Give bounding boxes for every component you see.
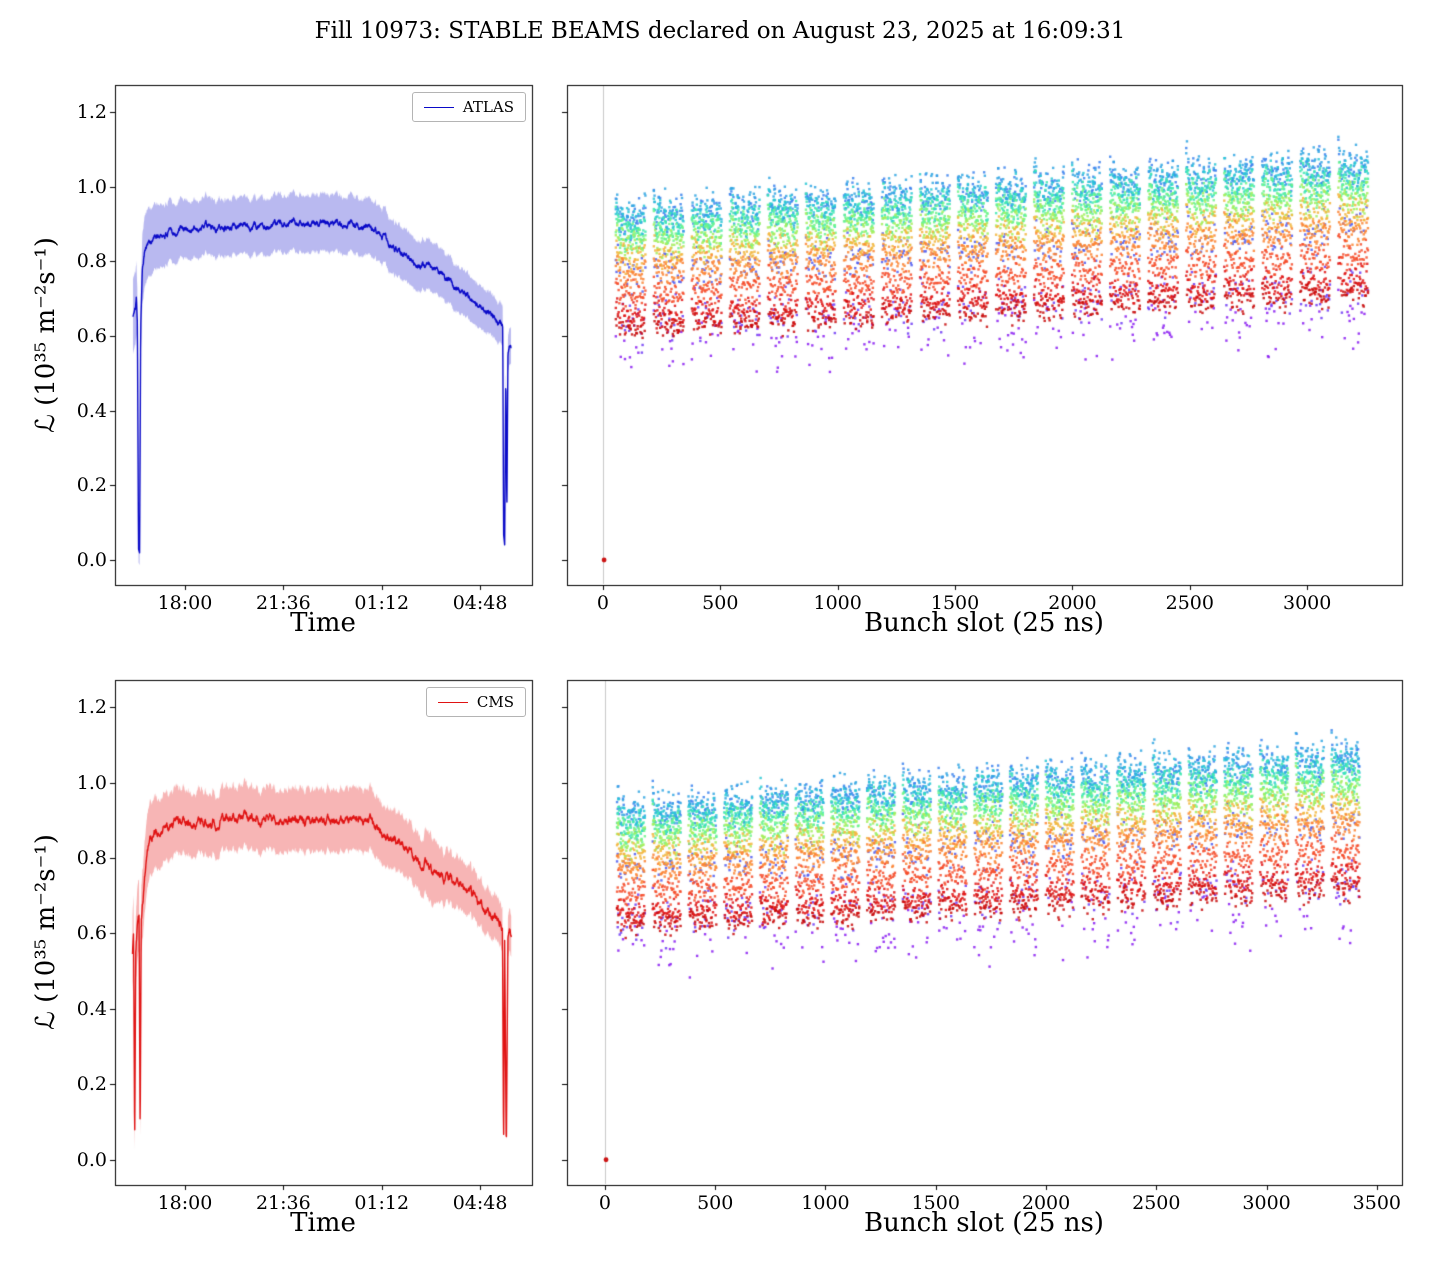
cms-bunch-xlabel: Bunch slot (25 ns) — [864, 1208, 1104, 1238]
atlas-time-xlabel: Time — [290, 608, 356, 638]
y-tick-label: 0.2 — [76, 1073, 107, 1096]
x-tick-label: 01:12 — [354, 592, 410, 614]
x-tick-label: 2000 — [1021, 1192, 1071, 1214]
x-tick-label: 18:00 — [157, 1192, 213, 1214]
x-tick-label: 1500 — [911, 1192, 960, 1214]
x-tick-label: 3000 — [1242, 1192, 1291, 1214]
x-tick-label: 1500 — [930, 592, 980, 614]
cms-legend: CMS — [425, 687, 526, 717]
x-tick-label: 0 — [596, 592, 609, 614]
y-tick-label: 0.0 — [76, 548, 107, 571]
x-tick-label: 3000 — [1282, 592, 1332, 614]
y-tick-label: 1.0 — [76, 771, 107, 794]
y-tick-label: 0.8 — [76, 847, 107, 869]
atlas-bunch-xlabel: Bunch slot (25 ns) — [864, 608, 1104, 638]
y-tick-label: 0.8 — [76, 250, 107, 273]
atlas-legend-line-sample — [423, 106, 454, 108]
x-tick-label: 2000 — [1048, 592, 1097, 614]
y-tick-label: 0.4 — [76, 997, 107, 1020]
cms-legend-label: CMS — [476, 692, 514, 711]
y-tick-label: 0.0 — [76, 1148, 107, 1171]
cms-time-xlabel: Time — [290, 1208, 356, 1238]
x-tick-label: 1000 — [801, 1192, 850, 1214]
x-tick-label: 500 — [702, 592, 739, 614]
x-tick-label: 1000 — [813, 592, 862, 614]
y-tick-label: 1.2 — [76, 100, 107, 123]
y-tick-label: 1.2 — [76, 696, 107, 719]
atlas-legend-label: ATLAS — [462, 97, 514, 116]
x-tick-label: 01:12 — [354, 1192, 410, 1214]
x-tick-label: 2500 — [1165, 592, 1214, 614]
y-tick-label: 0.4 — [76, 399, 107, 422]
x-tick-label: 18:00 — [157, 592, 213, 614]
x-tick-label: 3500 — [1352, 1192, 1402, 1214]
y-tick-label: 0.2 — [76, 474, 107, 497]
x-tick-label: 0 — [598, 1192, 611, 1214]
figure-title: Fill 10973: STABLE BEAMS declared on Aug… — [314, 18, 1126, 44]
cms-legend-line-sample — [437, 701, 468, 703]
atlas-legend: ATLAS — [411, 92, 526, 122]
y-tick-label: 0.6 — [76, 324, 107, 347]
x-tick-label: 21:36 — [255, 592, 311, 614]
x-tick-label: 21:36 — [255, 1192, 311, 1214]
x-tick-label: 500 — [697, 1192, 734, 1214]
x-tick-label: 04:48 — [452, 1192, 508, 1214]
x-tick-label: 2500 — [1132, 1192, 1181, 1214]
y-tick-label: 1.0 — [76, 175, 107, 198]
y-tick-label: 0.6 — [76, 922, 107, 945]
x-tick-label: 04:48 — [452, 592, 508, 614]
